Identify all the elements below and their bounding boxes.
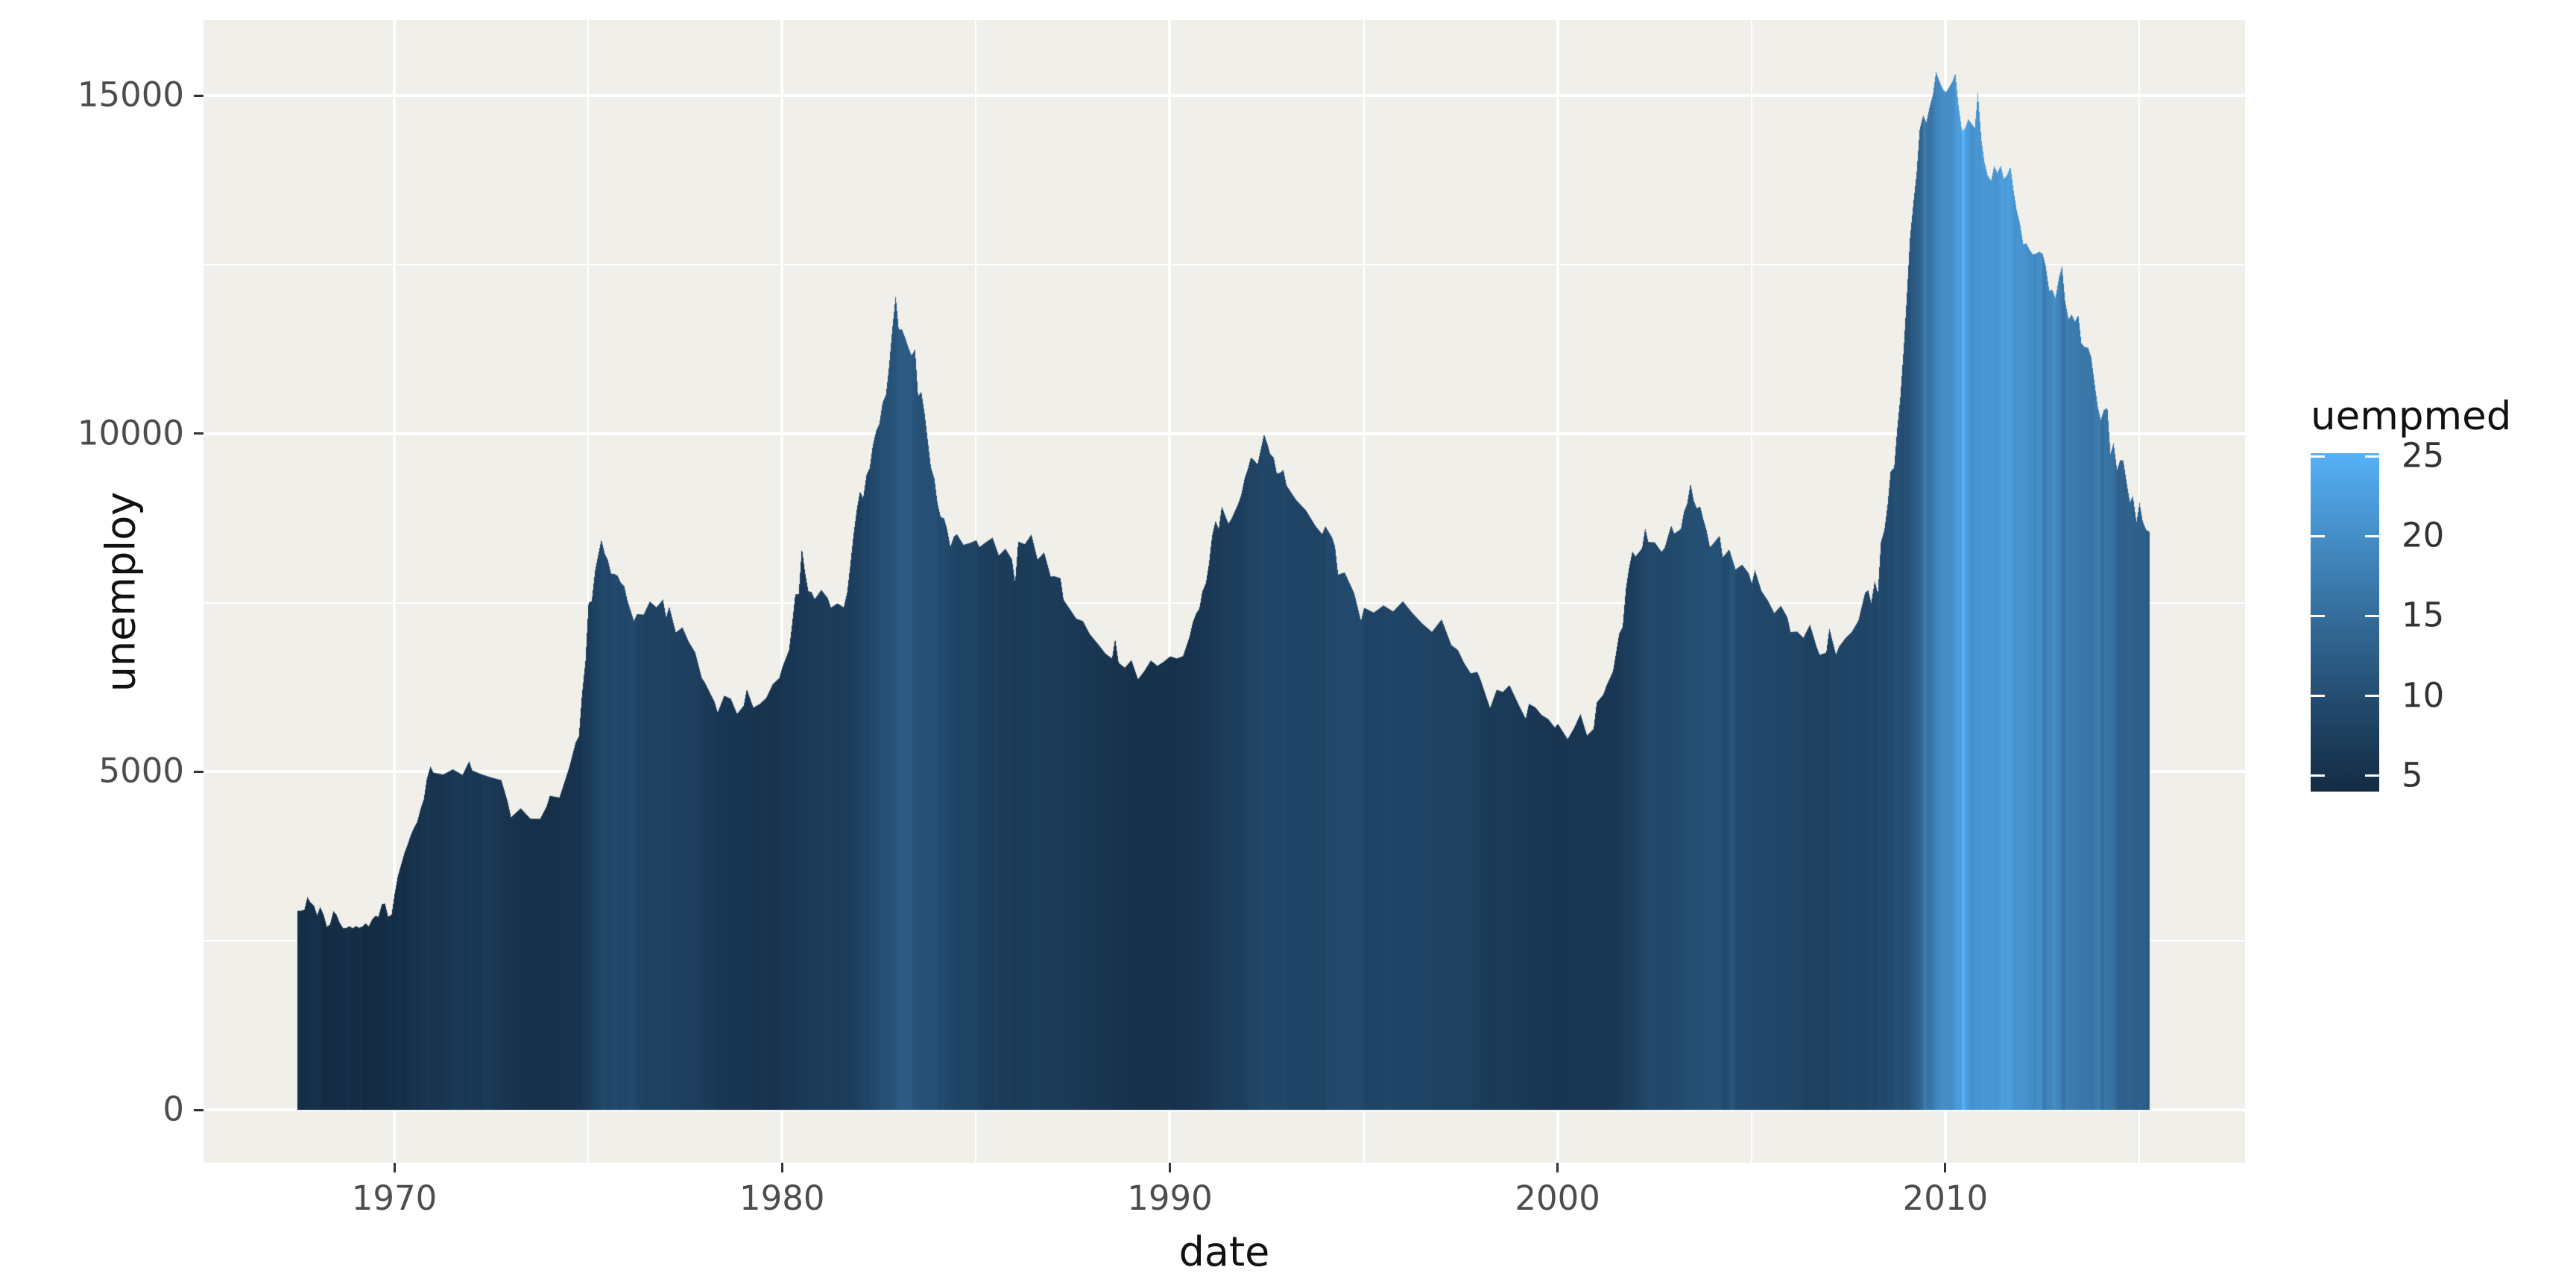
x-axis-tick-mark [1556, 1163, 1559, 1172]
colorbar-tick-mark [2365, 534, 2379, 537]
colorbar-tick-label: 15 [2402, 596, 2445, 636]
x-axis-title: date [1178, 1228, 1270, 1275]
colorbar-tick-mark [2365, 614, 2379, 617]
colorbar-tick-label: 25 [2402, 435, 2445, 476]
x-axis-tick-mark [1944, 1163, 1947, 1172]
x-axis-tick-label: 1990 [1127, 1178, 1213, 1218]
x-axis-tick-label: 1970 [351, 1178, 438, 1218]
y-axis-tick-label: 10000 [77, 413, 184, 453]
y-axis-title: unemploy [97, 491, 145, 692]
y-axis-tick-label: 0 [162, 1089, 184, 1129]
colorbar-tick-label: 5 [2402, 755, 2423, 795]
colorbar-tick-mark [2311, 774, 2325, 777]
colorbar-tick-mark [2365, 455, 2379, 458]
legend-title: uempmed [2311, 394, 2512, 439]
y-axis-tick-mark [194, 94, 203, 97]
area-chart-canvas [203, 20, 2245, 1163]
y-axis-tick-mark [194, 432, 203, 435]
colorbar-tick-mark [2311, 534, 2325, 537]
colorbar-tick-mark [2311, 695, 2325, 697]
x-axis-tick-mark [780, 1163, 783, 1172]
colorbar-tick-mark [2311, 614, 2325, 617]
y-axis-tick-mark [194, 1108, 203, 1111]
y-axis-tick-label: 15000 [77, 75, 184, 115]
colorbar-tick-label: 20 [2402, 515, 2445, 555]
colorbar-tick-mark [2365, 774, 2379, 777]
x-axis-tick-label: 2000 [1515, 1178, 1600, 1218]
x-axis-tick-label: 1980 [739, 1178, 825, 1218]
x-axis-tick-mark [393, 1163, 396, 1172]
y-axis-tick-mark [194, 770, 203, 773]
colorbar-tick-label: 10 [2402, 675, 2445, 716]
colorbar-tick-mark [2365, 695, 2379, 697]
x-axis-tick-mark [1168, 1163, 1171, 1172]
y-axis-tick-label: 5000 [98, 751, 184, 791]
x-axis-tick-label: 2010 [1902, 1178, 1989, 1218]
colorbar-tick-mark [2311, 455, 2325, 458]
legend-colorbar [2311, 453, 2379, 792]
